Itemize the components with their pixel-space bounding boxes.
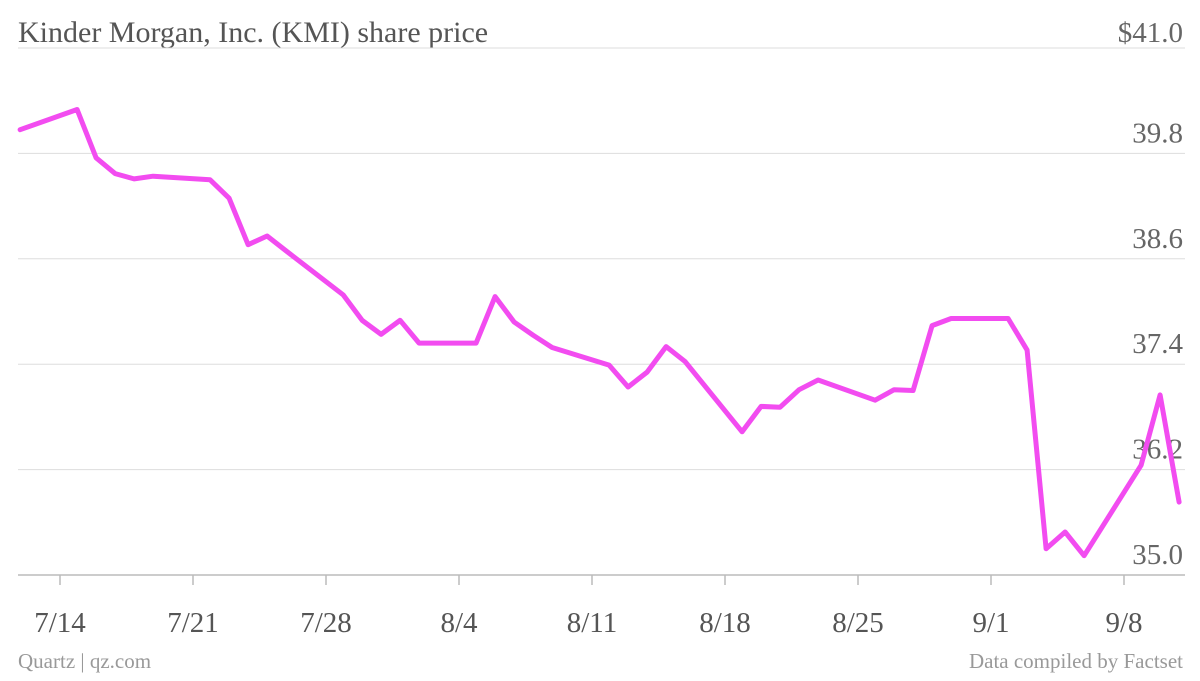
y-tick-label: 38.6: [1132, 223, 1183, 255]
chart-title: Kinder Morgan, Inc. (KMI) share price: [18, 16, 488, 49]
x-tick-label: 7/14: [34, 607, 86, 639]
x-tick-label: 8/25: [832, 607, 884, 639]
x-tick-label: 9/1: [972, 607, 1009, 639]
x-tick-label: 9/8: [1105, 607, 1142, 639]
x-tick-label: 8/18: [699, 607, 751, 639]
y-tick-label: 39.8: [1132, 117, 1183, 149]
x-tick-label: 8/11: [567, 607, 617, 639]
source: Data compiled by Factset: [969, 649, 1183, 673]
price-line: [17, 107, 1182, 559]
x-tick-label: 7/21: [167, 607, 219, 639]
x-tick-label: 7/28: [300, 607, 352, 639]
credit: Quartz | qz.com: [18, 649, 151, 673]
y-tick-label: 35.0: [1132, 539, 1183, 571]
y-tick-label: 37.4: [1132, 328, 1183, 360]
x-tick-label: 8/4: [440, 607, 478, 639]
y-tick-label: $41.0: [1118, 17, 1183, 49]
